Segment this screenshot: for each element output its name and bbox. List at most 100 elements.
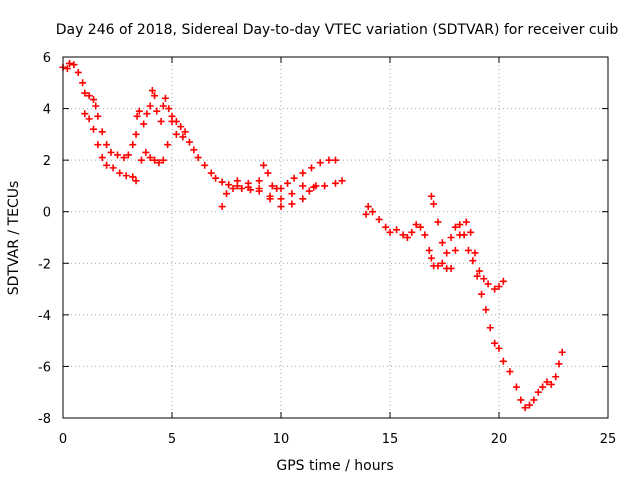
data-point [491, 285, 499, 293]
data-point [264, 169, 272, 177]
data-point [530, 396, 538, 404]
data-point [469, 257, 477, 265]
data-point [218, 178, 226, 186]
data-point [375, 215, 383, 223]
data-point [299, 169, 307, 177]
x-axis-label: GPS time / hours [276, 458, 393, 474]
data-point [499, 277, 507, 285]
y-tick-label: 0 [43, 206, 51, 221]
data-point [438, 259, 446, 267]
x-tick-label: 15 [382, 432, 399, 447]
data-point [140, 120, 148, 128]
data-point [547, 380, 555, 388]
data-point [543, 378, 551, 386]
data-point [85, 115, 93, 123]
data-point [478, 290, 486, 298]
data-point [244, 179, 252, 187]
data-point [491, 339, 499, 347]
data-point [129, 141, 137, 149]
data-point [512, 383, 520, 391]
data-point [207, 169, 215, 177]
data-point [185, 138, 193, 146]
data-point [316, 159, 324, 167]
axis-ticks: 0 5 10 15 20 25 -8 -6 -4 -2 0 2 4 6 [38, 51, 616, 447]
data-point [159, 102, 167, 110]
data-point [246, 186, 254, 194]
data-point [475, 267, 483, 275]
data-point [484, 280, 492, 288]
y-tick-label: -4 [38, 309, 51, 324]
data-point [290, 174, 298, 182]
data-point [201, 161, 209, 169]
data-point [172, 130, 180, 138]
data-point [90, 96, 98, 104]
data-point [70, 61, 78, 69]
y-axis-label: SDTVAR / TECUs [6, 181, 22, 296]
data-point [539, 383, 547, 391]
data-point [260, 161, 268, 169]
data-point [238, 185, 246, 193]
data-point [412, 221, 420, 229]
data-point [133, 112, 141, 120]
data-point [81, 89, 89, 97]
data-point [212, 174, 220, 182]
data-point [94, 112, 102, 120]
y-tick-label: 6 [43, 51, 51, 66]
data-point [137, 156, 145, 164]
x-tick-label: 10 [273, 432, 290, 447]
data-point [155, 159, 163, 167]
data-point [277, 195, 285, 203]
data-point [122, 172, 130, 180]
data-point [526, 401, 534, 409]
data-points [59, 59, 566, 412]
data-point [447, 264, 455, 272]
data-point [399, 231, 407, 239]
data-point [451, 246, 459, 254]
data-point [151, 156, 159, 164]
data-point [462, 218, 470, 226]
data-point [151, 92, 159, 100]
chart-title: Day 246 of 2018, Sidereal Day-to-day VTE… [56, 22, 619, 38]
data-point [312, 182, 320, 190]
data-point [90, 125, 98, 133]
data-point [434, 218, 442, 226]
data-point [427, 192, 435, 200]
data-point [135, 107, 143, 115]
data-point [157, 117, 165, 125]
data-point [120, 154, 128, 162]
data-point [403, 234, 411, 241]
data-point [486, 324, 494, 332]
data-point [325, 156, 333, 164]
y-tick-label: -2 [38, 257, 51, 272]
data-point [332, 156, 339, 164]
y-tick-label: -8 [38, 412, 51, 427]
data-point [305, 187, 313, 195]
data-point [499, 357, 507, 365]
data-point [277, 203, 285, 211]
data-point [168, 117, 176, 125]
data-point [98, 128, 106, 136]
data-point [129, 173, 137, 181]
data-point [417, 223, 425, 231]
data-point [103, 161, 111, 169]
data-point [456, 221, 464, 229]
data-point [81, 110, 89, 118]
data-point [369, 208, 377, 216]
data-point [321, 182, 329, 190]
data-point [362, 210, 370, 218]
y-tick-label: 2 [43, 154, 51, 169]
data-point [506, 368, 514, 376]
data-point [85, 92, 93, 100]
x-tick-label: 20 [491, 432, 508, 447]
data-point [161, 94, 169, 102]
data-point [288, 200, 296, 208]
data-point [98, 154, 106, 162]
data-point [181, 128, 189, 136]
data-point [229, 185, 237, 193]
data-point [109, 164, 117, 172]
data-point [555, 360, 563, 368]
data-point [430, 200, 438, 208]
data-point [143, 110, 151, 118]
data-point [142, 148, 150, 156]
